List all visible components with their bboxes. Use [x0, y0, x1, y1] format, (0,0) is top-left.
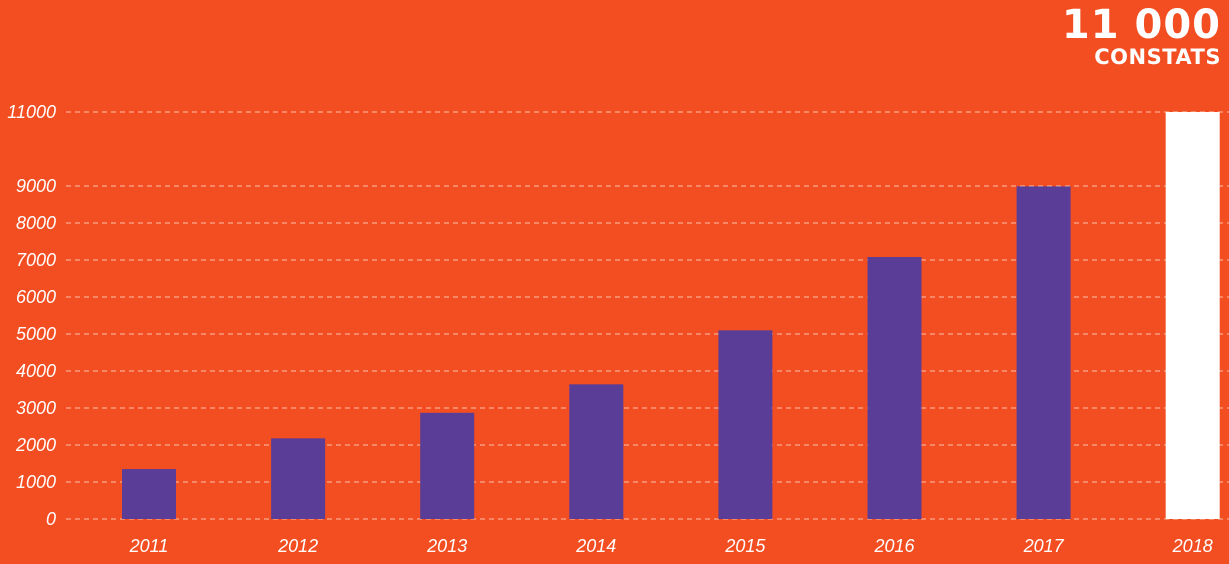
y-tick-label: 7000: [16, 250, 56, 270]
headline-label: CONSTATS: [1094, 45, 1221, 69]
y-tick-label: 2000: [15, 435, 56, 455]
y-tick-label: 4000: [16, 361, 56, 381]
x-tick-label: 2013: [426, 536, 467, 556]
y-tick-label: 8000: [16, 213, 56, 233]
bar-2014: [569, 384, 624, 519]
bar-2015: [718, 330, 773, 519]
grid-lines: [66, 111, 1229, 520]
x-axis-tick-labels: 2011 2012 2013 2014 2015 2016 2017 2018: [129, 536, 1213, 556]
bar-2017: [1016, 186, 1071, 519]
y-axis-tick-labels: 0 1000 2000 3000 4000 5000 6000 7000 8000 9000 110…: [7, 102, 56, 529]
headline: 11 000 CONSTATS: [1062, 4, 1221, 68]
x-tick-label: 2015: [724, 536, 766, 556]
x-tick-label: 2016: [873, 536, 915, 556]
bar-2011: [122, 469, 176, 519]
y-tick-label: 3000: [16, 398, 56, 418]
y-tick-label: 11000: [7, 102, 56, 122]
bar-2013: [420, 412, 475, 519]
y-tick-label: 1000: [16, 472, 56, 492]
y-tick-label: 0: [46, 509, 56, 529]
y-tick-label: 9000: [16, 176, 56, 196]
x-tick-label: 2018: [1172, 536, 1213, 556]
y-tick-label: 5000: [16, 324, 56, 344]
bar-2018: [1165, 112, 1220, 519]
bars: [122, 112, 1220, 519]
x-tick-label: 2011: [129, 536, 169, 556]
bar-2016: [867, 257, 922, 519]
bar-2012: [271, 438, 326, 519]
headline-value: 11 000: [1061, 2, 1221, 48]
x-tick-label: 2014: [575, 536, 616, 556]
x-tick-label: 2017: [1023, 536, 1065, 556]
x-tick-label: 2012: [277, 536, 318, 556]
y-tick-label: 6000: [16, 287, 56, 307]
